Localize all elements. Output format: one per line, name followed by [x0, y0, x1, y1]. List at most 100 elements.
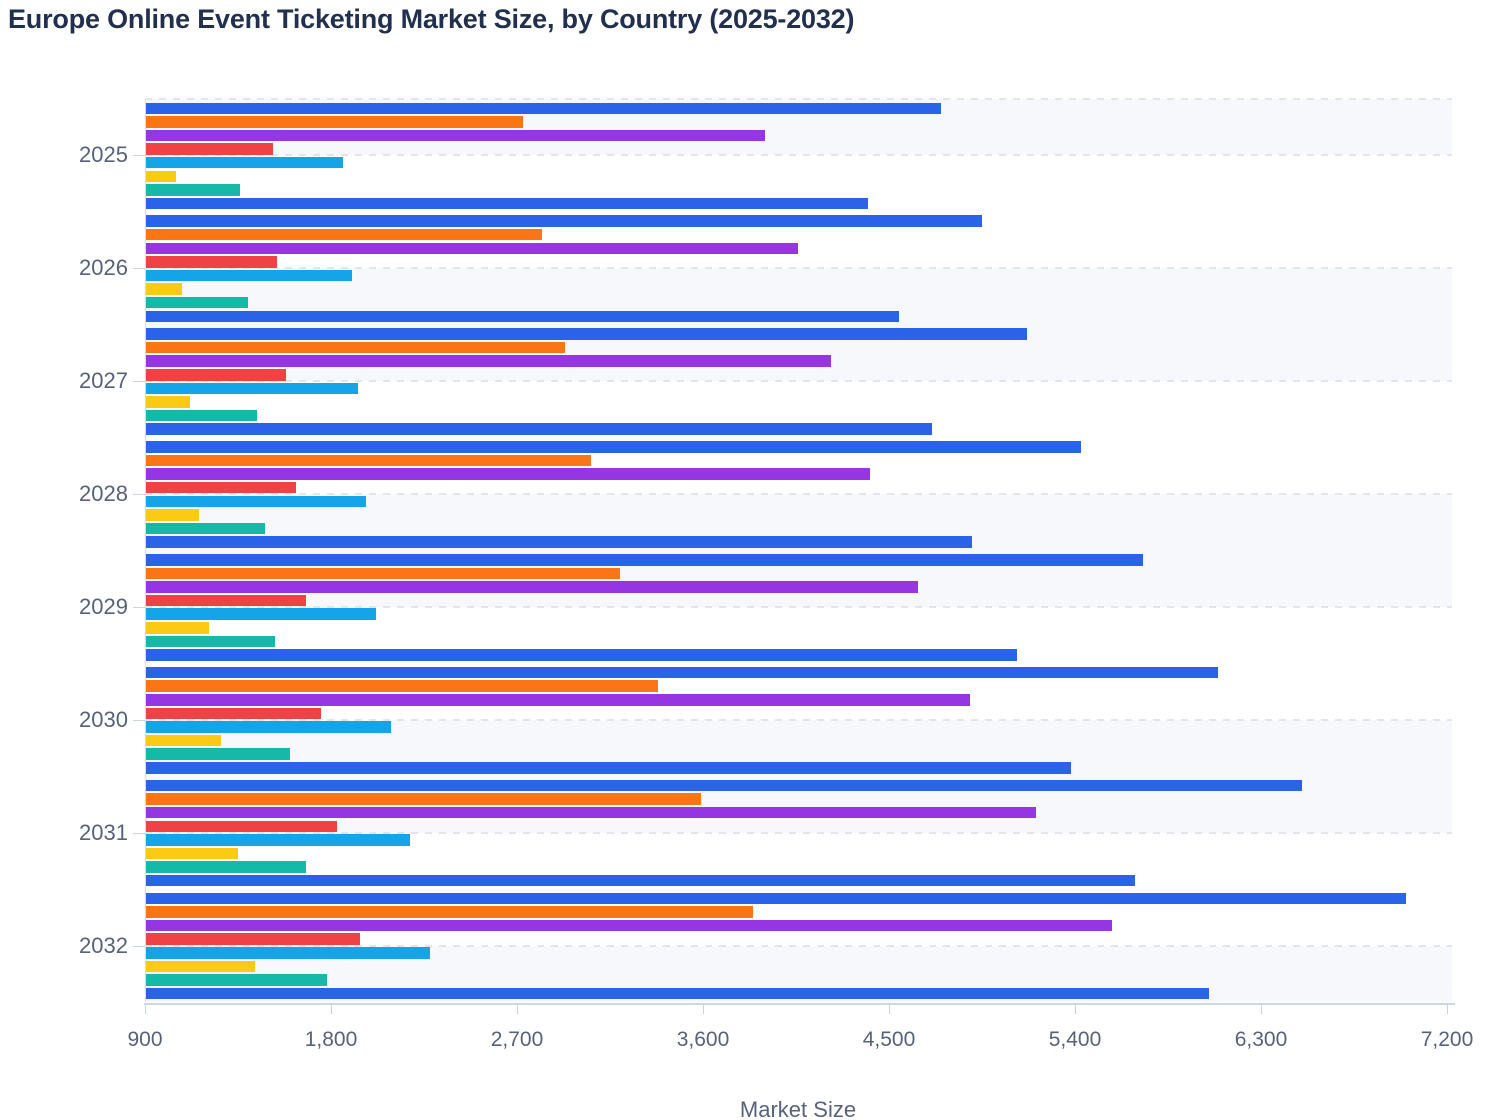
y-axis-tick — [133, 606, 145, 608]
bar-series-6-yellow-2027 — [145, 396, 191, 408]
bar-series-5-sky-2026 — [145, 269, 352, 282]
bar-series-7-teal-2025 — [145, 184, 241, 196]
x-axis-title: Market Size — [739, 1097, 857, 1120]
gridline — [145, 98, 1452, 100]
bar-series-3-purple-2032 — [145, 919, 1113, 932]
y-axis-label: 2029 — [79, 593, 128, 619]
gridline — [145, 718, 1452, 721]
y-axis-label: 2027 — [79, 368, 128, 394]
bar-series-5-sky-2030 — [145, 721, 391, 733]
y-axis-tick — [133, 945, 145, 947]
x-axis-label: 1,800 — [304, 1028, 358, 1051]
bar-series-6-yellow-2029 — [145, 622, 210, 634]
bar-series-1-blue-2025 — [145, 102, 941, 114]
bar-series-7-teal-2028 — [145, 522, 265, 535]
bar-series-2-orange-2026 — [145, 228, 542, 241]
bar-series-3-purple-2031 — [145, 806, 1036, 819]
chart-title: Europe Online Event Ticketing Market Siz… — [8, 4, 855, 34]
gridline — [145, 493, 1452, 496]
bar-series-7-teal-2031 — [145, 861, 307, 873]
bar-series-8-blue-2030 — [145, 762, 1071, 774]
x-axis-tick — [145, 1004, 146, 1014]
bar-series-4-red-2028 — [145, 481, 296, 494]
bar-series-6-yellow-2026 — [145, 283, 183, 295]
x-axis-tick — [517, 1004, 518, 1014]
bar-series-1-blue-2030 — [145, 666, 1218, 679]
bar-series-1-blue-2031 — [145, 779, 1303, 792]
y-axis-tick — [133, 155, 145, 157]
x-axis-tick — [1075, 1004, 1076, 1014]
bar-series-6-yellow-2028 — [145, 509, 199, 521]
bar-series-4-red-2032 — [145, 933, 360, 945]
y-axis-line — [145, 99, 146, 1002]
bar-series-2-orange-2027 — [145, 341, 565, 354]
bar-series-3-purple-2026 — [145, 242, 799, 255]
bar-series-8-blue-2028 — [145, 536, 972, 548]
bar-series-2-orange-2029 — [145, 567, 621, 580]
bar-series-3-purple-2030 — [145, 694, 970, 706]
bar-series-2-orange-2030 — [145, 680, 658, 692]
bar-series-1-blue-2027 — [145, 328, 1028, 340]
x-axis-tick — [331, 1004, 332, 1014]
bar-series-4-red-2031 — [145, 820, 338, 833]
x-axis-label: 6,300 — [1234, 1028, 1288, 1051]
y-axis-tick — [133, 381, 145, 383]
bar-series-7-teal-2026 — [145, 296, 249, 309]
bar-series-4-red-2025 — [145, 143, 274, 155]
y-axis-label: 2026 — [79, 255, 128, 281]
bar-series-4-red-2029 — [145, 594, 307, 607]
bar-series-7-teal-2029 — [145, 635, 276, 648]
bar-series-1-blue-2028 — [145, 441, 1082, 453]
bar-series-7-teal-2027 — [145, 409, 257, 422]
bar-series-6-yellow-2031 — [145, 847, 238, 860]
x-axis-tick — [889, 1004, 890, 1014]
gridline — [145, 267, 1452, 270]
y-axis-label: 2031 — [79, 819, 128, 845]
y-axis-label: 2025 — [79, 142, 128, 168]
bar-series-5-sky-2029 — [145, 608, 377, 620]
bar-series-8-blue-2031 — [145, 874, 1135, 887]
bar-series-3-purple-2027 — [145, 355, 832, 367]
bar-series-5-sky-2032 — [145, 947, 431, 959]
bar-series-6-yellow-2032 — [145, 960, 255, 973]
bar-series-8-blue-2026 — [145, 310, 900, 323]
bar-series-7-teal-2030 — [145, 748, 290, 760]
x-axis-label: 2,700 — [490, 1028, 544, 1051]
bar-series-1-blue-2032 — [145, 892, 1406, 905]
bar-series-3-purple-2028 — [145, 468, 871, 480]
bar-series-8-blue-2027 — [145, 423, 933, 435]
y-axis-label: 2030 — [79, 706, 128, 732]
x-axis-label: 5,400 — [1048, 1028, 1102, 1051]
gridline — [145, 605, 1452, 608]
bar-series-8-blue-2032 — [145, 987, 1210, 1000]
bar-series-1-blue-2026 — [145, 215, 982, 227]
x-axis-label: 7,200 — [1420, 1028, 1474, 1051]
x-axis-tick — [1261, 1004, 1262, 1014]
bar-series-2-orange-2032 — [145, 906, 753, 918]
bar-series-6-yellow-2030 — [145, 734, 222, 747]
bar-series-4-red-2030 — [145, 707, 321, 720]
bar-series-7-teal-2032 — [145, 974, 327, 986]
bar-series-1-blue-2029 — [145, 554, 1144, 566]
x-axis-tick — [703, 1004, 704, 1014]
x-axis-label: 4,500 — [862, 1028, 916, 1051]
gridline — [145, 154, 1452, 157]
x-axis-line — [144, 1003, 1455, 1005]
bar-series-4-red-2026 — [145, 256, 278, 268]
bar-series-3-purple-2025 — [145, 129, 765, 142]
y-axis-tick — [133, 268, 145, 270]
bar-series-4-red-2027 — [145, 369, 286, 381]
gridline — [145, 380, 1452, 383]
bar-series-8-blue-2025 — [145, 197, 869, 210]
y-axis-tick — [133, 832, 145, 834]
bar-series-6-yellow-2025 — [145, 170, 176, 182]
y-axis-label: 2032 — [79, 932, 128, 958]
bar-series-5-sky-2027 — [145, 382, 358, 395]
bar-series-3-purple-2029 — [145, 581, 918, 593]
x-axis-tick — [1447, 1004, 1448, 1014]
x-axis-label: 900 — [127, 1028, 163, 1051]
gridline — [145, 831, 1452, 834]
bar-series-8-blue-2029 — [145, 649, 1018, 661]
bar-series-2-orange-2028 — [145, 454, 592, 467]
